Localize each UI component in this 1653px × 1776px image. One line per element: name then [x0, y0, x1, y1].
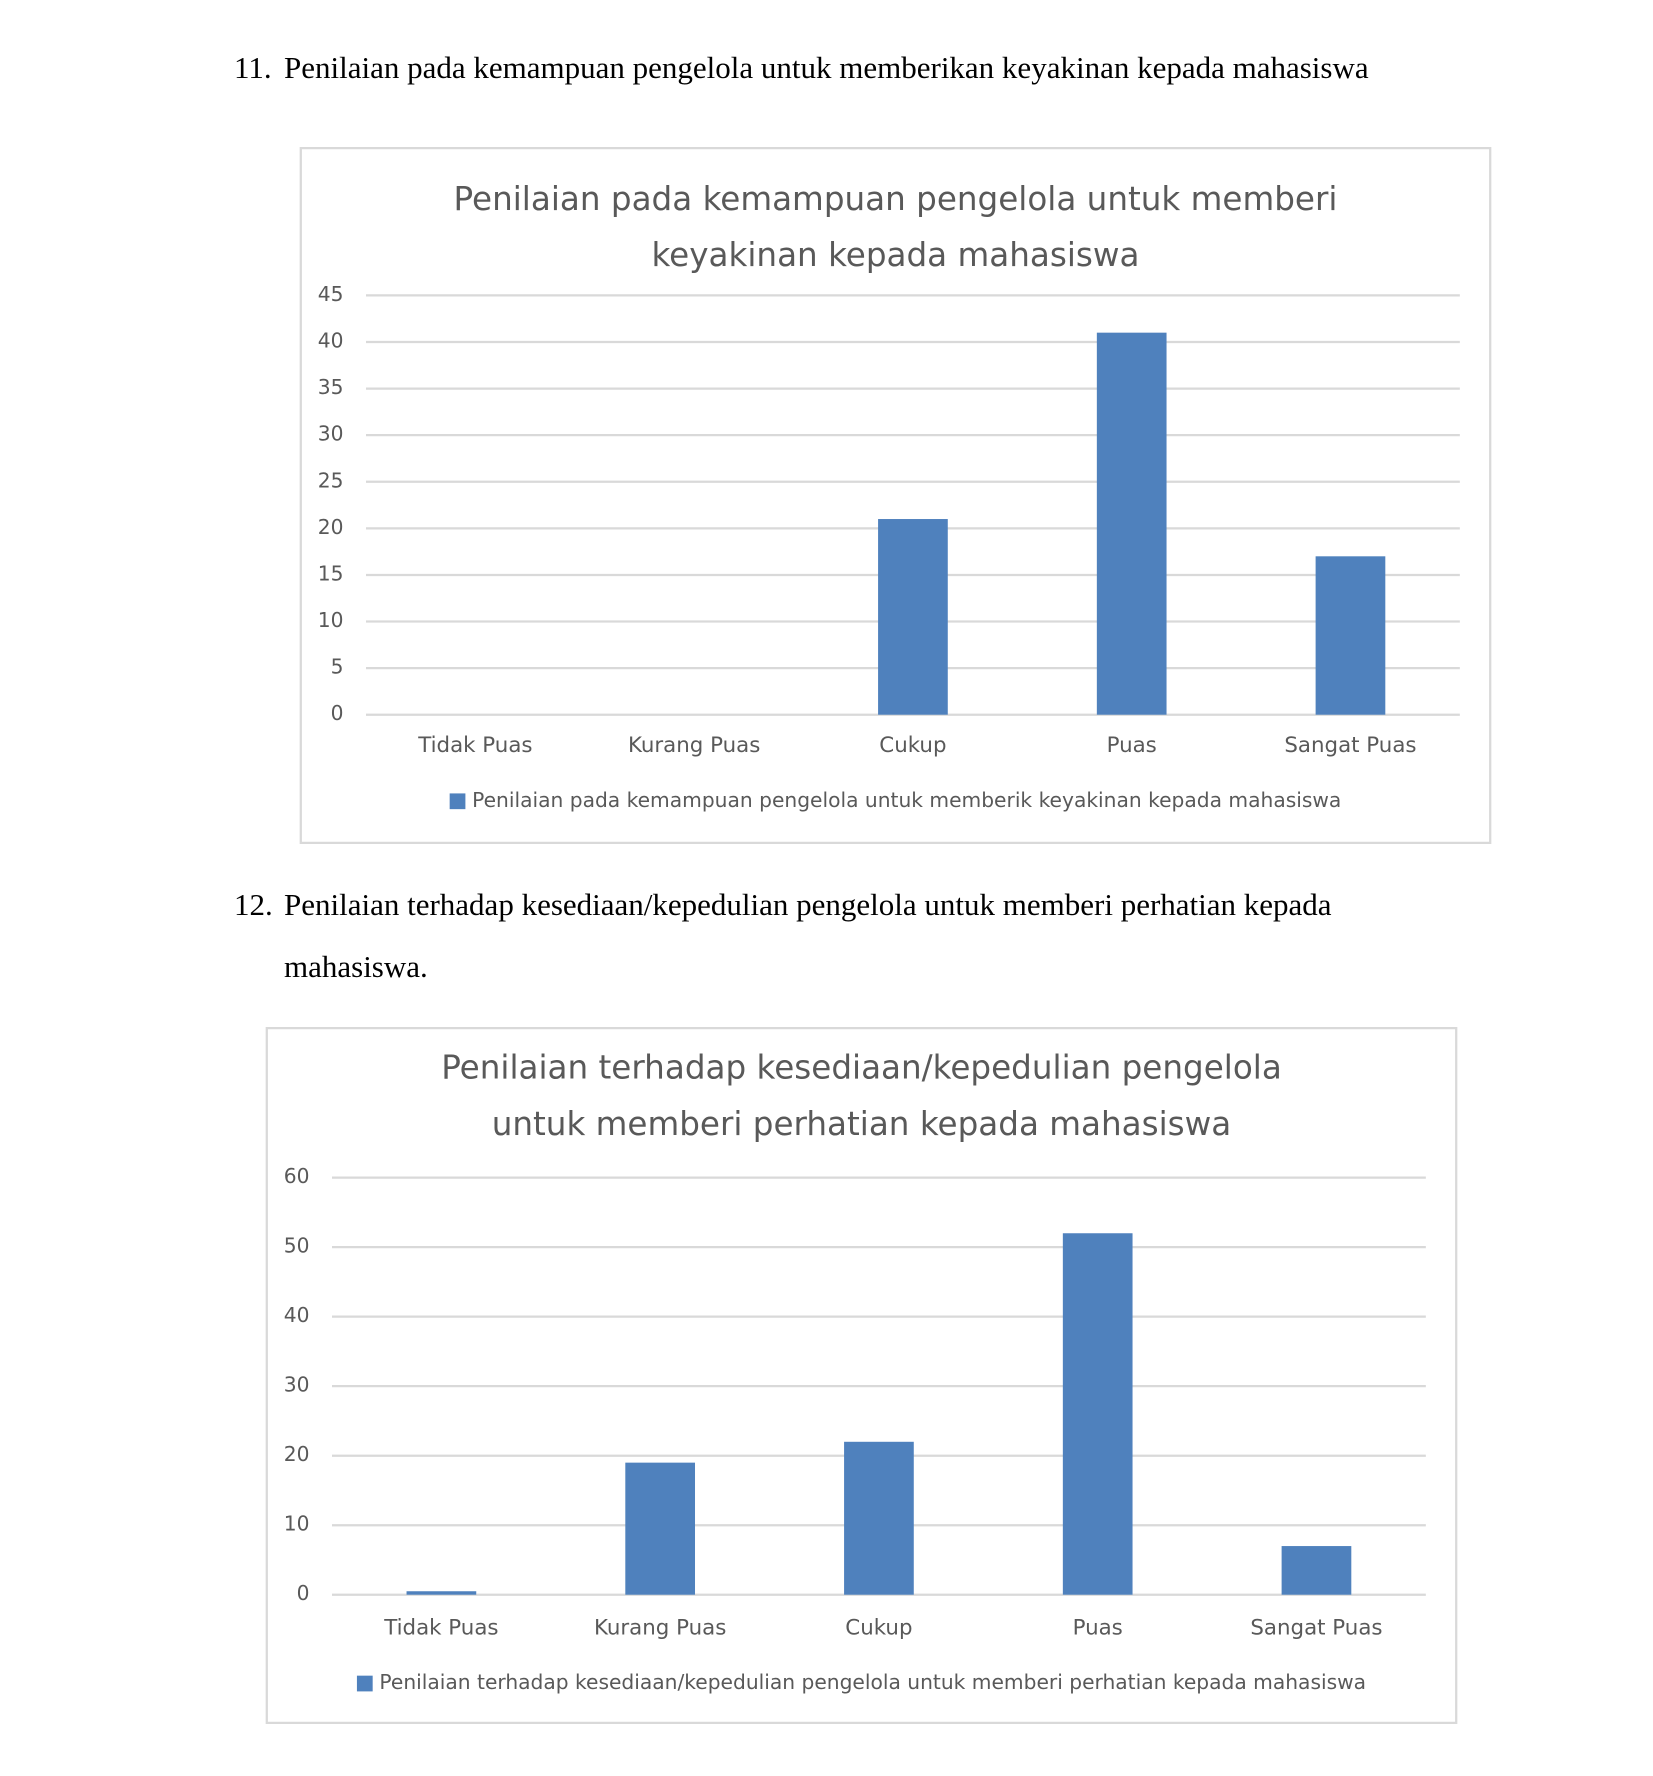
- y-tick-label: 0: [331, 701, 344, 725]
- chart: Penilaian terhadap kesediaan/kepedulian …: [265, 1027, 1458, 1724]
- chart-title: keyakinan kepada mahasiswa: [651, 236, 1139, 274]
- legend-swatch: [356, 1675, 373, 1692]
- chart-border: [265, 1027, 1458, 1724]
- heading-text: Penilaian terhadap kesediaan/kepedulian …: [284, 887, 1332, 984]
- y-tick-label: 40: [318, 328, 344, 352]
- chart-title: Penilaian pada kemampuan pengelola untuk…: [454, 180, 1338, 218]
- y-tick-label: 10: [318, 608, 344, 632]
- x-tick-label: Puas: [1073, 1615, 1123, 1640]
- y-tick-label: 40: [284, 1303, 310, 1327]
- x-tick-label: Kurang Puas: [628, 733, 760, 758]
- x-tick-label: Sangat Puas: [1250, 1615, 1382, 1640]
- legend-swatch: [449, 793, 466, 810]
- x-tick-label: Sangat Puas: [1284, 733, 1416, 758]
- x-tick-label: Cukup: [879, 733, 946, 758]
- y-tick-label: 5: [331, 655, 344, 679]
- y-tick-label: 35: [318, 375, 344, 399]
- chart: Penilaian pada kemampuan pengelola untuk…: [299, 147, 1492, 844]
- legend-label: Penilaian pada kemampuan pengelola untuk…: [472, 788, 1341, 812]
- bar: [625, 1462, 696, 1595]
- y-tick-label: 15: [318, 561, 344, 585]
- y-tick-label: 0: [297, 1581, 310, 1605]
- y-tick-label: 50: [284, 1234, 310, 1258]
- y-tick-label: 20: [318, 515, 344, 539]
- y-tick-label: 30: [318, 422, 344, 446]
- chart-border: [299, 147, 1492, 844]
- y-tick-label: 45: [318, 282, 344, 306]
- chart-title: Penilaian terhadap kesediaan/kepedulian …: [441, 1049, 1282, 1087]
- bar: [878, 519, 948, 715]
- x-tick-label: Tidak Puas: [417, 733, 532, 758]
- y-tick-label: 60: [284, 1164, 310, 1188]
- heading-text: Penilaian pada kemampuan pengelola untuk…: [284, 50, 1369, 85]
- legend-label: Penilaian terhadap kesediaan/kepedulian …: [379, 1670, 1366, 1694]
- bar: [1096, 332, 1167, 715]
- y-tick-label: 10: [284, 1512, 310, 1536]
- heading-number: 12.: [234, 887, 273, 922]
- y-tick-label: 20: [284, 1442, 310, 1466]
- bar: [1315, 556, 1386, 715]
- bar: [844, 1441, 914, 1595]
- x-tick-label: Kurang Puas: [594, 1615, 726, 1640]
- y-tick-label: 30: [284, 1373, 310, 1397]
- heading-number: 11.: [234, 50, 272, 85]
- bar: [1062, 1233, 1133, 1595]
- bar: [406, 1591, 477, 1595]
- chart-title: untuk memberi perhatian kepada mahasiswa: [492, 1105, 1232, 1143]
- bar: [1281, 1546, 1352, 1595]
- x-tick-label: Tidak Puas: [383, 1615, 498, 1640]
- x-tick-label: Puas: [1107, 733, 1157, 758]
- x-tick-label: Cukup: [845, 1615, 912, 1640]
- y-tick-label: 25: [318, 468, 344, 492]
